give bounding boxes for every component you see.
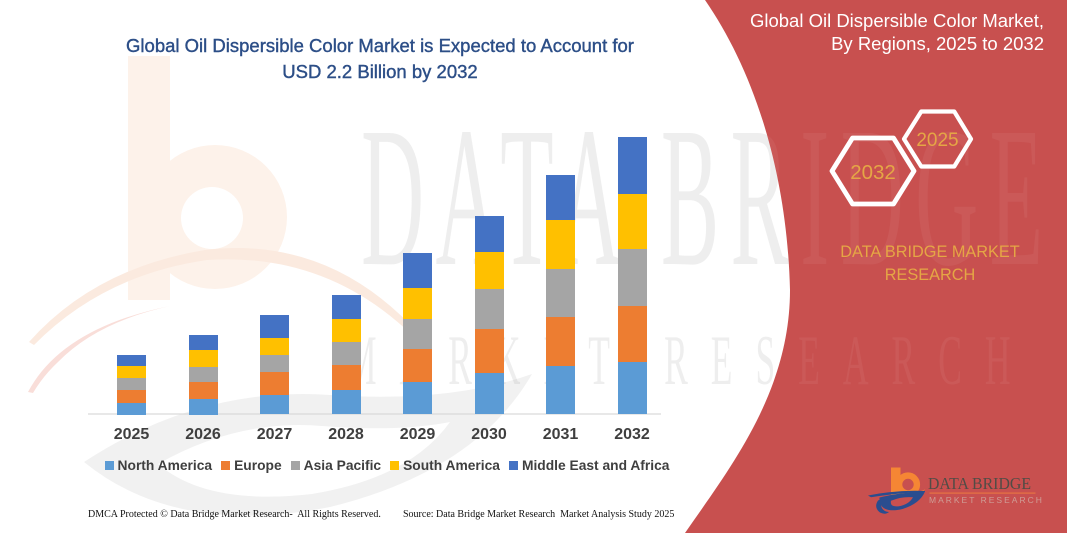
svg-text:MARKET RESEARCH: MARKET RESEARCH [929,495,1044,505]
svg-text:MARKET RESEARCH: MARKET RESEARCH [345,322,1034,400]
svg-text:2032: 2032 [850,161,896,184]
svg-text:DATA BRIDGE: DATA BRIDGE [928,474,1031,493]
svg-text:2025: 2025 [916,130,958,151]
